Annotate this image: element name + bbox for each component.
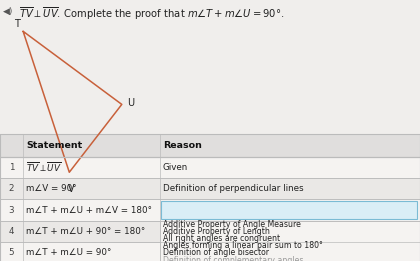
Text: Additive Property of Length: Additive Property of Length <box>163 227 270 236</box>
Text: m∠T + m∠U = 90°: m∠T + m∠U = 90° <box>26 248 112 257</box>
Text: m∠V = 90°: m∠V = 90° <box>26 184 77 193</box>
Text: m∠T + m∠U + 90° = 180°: m∠T + m∠U + 90° = 180° <box>26 227 146 236</box>
Bar <box>0 242 420 261</box>
Text: $\overline{TV} \perp \overline{UV}$. Complete the proof that $m\angle T + m\angl: $\overline{TV} \perp \overline{UV}$. Com… <box>19 6 284 22</box>
Bar <box>161 201 417 219</box>
Text: Definition of perpendicular lines: Definition of perpendicular lines <box>163 184 304 193</box>
Text: ◀): ◀) <box>3 7 14 15</box>
Bar <box>0 134 420 261</box>
Text: Definition of angle bisector: Definition of angle bisector <box>163 248 269 257</box>
Text: T: T <box>14 19 20 29</box>
Text: Given: Given <box>163 163 188 172</box>
Text: Definition of complementary angles: Definition of complementary angles <box>163 256 304 261</box>
Bar <box>0 134 420 157</box>
Bar <box>0 221 420 242</box>
Text: V: V <box>68 184 75 194</box>
Text: m∠T + m∠U + m∠V = 180°: m∠T + m∠U + m∠V = 180° <box>26 206 152 215</box>
Text: Additive Property of Angle Measure: Additive Property of Angle Measure <box>163 220 301 229</box>
Text: Reason: Reason <box>163 141 202 150</box>
Text: 3: 3 <box>9 206 14 215</box>
Text: 4: 4 <box>9 227 14 236</box>
Text: Statement: Statement <box>26 141 83 150</box>
Text: 1: 1 <box>9 163 14 172</box>
Text: 2: 2 <box>9 184 14 193</box>
Text: Angles forming a linear pair sum to 180°: Angles forming a linear pair sum to 180° <box>163 241 323 250</box>
Bar <box>0 178 420 199</box>
Text: $\overline{TV} \perp \overline{UV}$: $\overline{TV} \perp \overline{UV}$ <box>26 160 62 174</box>
Bar <box>160 221 420 261</box>
Bar <box>0 157 420 178</box>
Text: All right angles are congruent: All right angles are congruent <box>163 234 280 243</box>
Bar <box>0 199 420 221</box>
Text: U: U <box>127 98 134 108</box>
Text: 5: 5 <box>9 248 14 257</box>
